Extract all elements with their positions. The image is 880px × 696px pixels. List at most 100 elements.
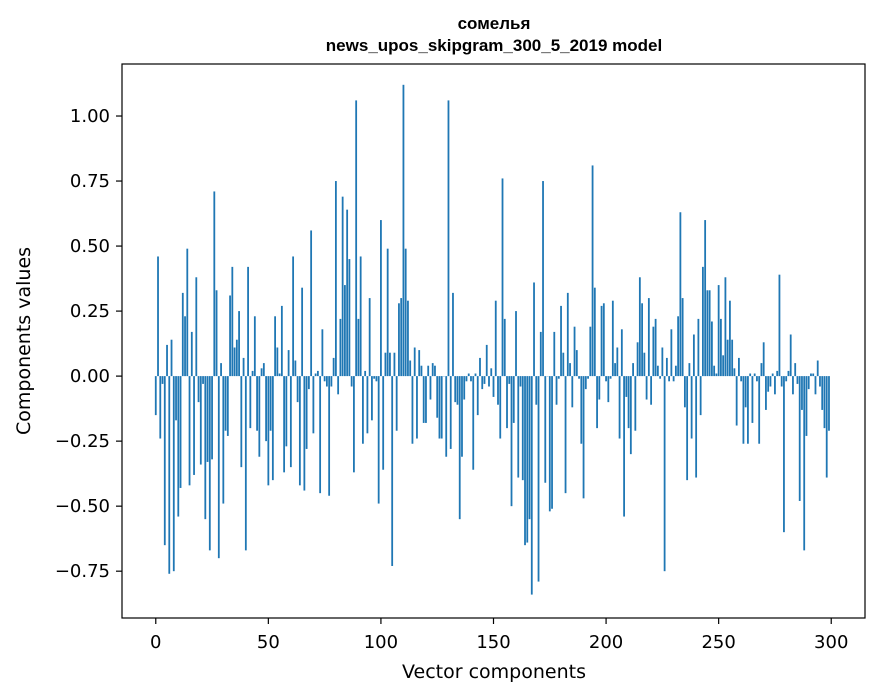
- bar-component-21: [202, 376, 204, 384]
- bar-component-235: [683, 376, 686, 408]
- bar-component-180: [560, 305, 562, 377]
- bar-component-249: [715, 373, 718, 377]
- y-tick-label: 0.50: [70, 236, 110, 257]
- bar-component-166: [528, 376, 531, 520]
- bar-component-18: [195, 277, 198, 377]
- x-tick-label: 300: [814, 632, 848, 653]
- bar-component-226: [663, 376, 666, 572]
- y-tick-label: 0.00: [70, 366, 110, 387]
- bar-component-163: [521, 376, 524, 481]
- bar-component-181: [562, 352, 565, 377]
- bar-component-91: [359, 256, 362, 377]
- bar-component-131: [449, 376, 452, 449]
- bar-component-208: [623, 376, 625, 517]
- bar-component-168: [533, 282, 535, 377]
- bar-component-218: [645, 376, 648, 400]
- bar-component-99: [377, 376, 380, 504]
- x-axis-ticks: 0 50 100 150 200 250 300: [150, 618, 848, 653]
- bar-component-266: [753, 373, 756, 377]
- bar-component-1: [157, 256, 159, 377]
- y-tick-label: −0.75: [55, 561, 110, 582]
- bar-component-238: [690, 376, 693, 439]
- bar-component-106: [393, 352, 396, 377]
- bar-component-116: [416, 376, 418, 439]
- bar-component-153: [499, 376, 502, 439]
- bar-component-240: [695, 376, 698, 478]
- bar-component-133: [454, 376, 457, 403]
- bar-component-276: [776, 370, 779, 377]
- bar-component-94: [366, 376, 369, 434]
- bar-component-53: [274, 316, 276, 377]
- bar-component-227: [665, 357, 668, 377]
- bar-component-42: [249, 376, 252, 429]
- bar-component-86: [348, 259, 351, 377]
- bar-component-12: [181, 292, 184, 377]
- bar-component-149: [490, 368, 493, 377]
- bar-component-6: [168, 376, 171, 574]
- bar-component-71: [314, 373, 317, 377]
- bar-component-55: [278, 373, 281, 377]
- bar-component-280: [785, 376, 788, 382]
- bar-component-179: [557, 376, 560, 379]
- bar-component-214: [636, 342, 639, 377]
- bar-component-228: [668, 376, 671, 382]
- bar-component-101: [382, 376, 385, 470]
- bar-component-169: [535, 376, 538, 405]
- bar-component-192: [587, 376, 589, 379]
- y-tick-label: −0.50: [55, 496, 110, 517]
- y-tick-label: 0.25: [70, 301, 110, 322]
- bar-component-139: [467, 373, 470, 377]
- bar-component-263: [747, 376, 749, 444]
- bar-component-111: [404, 248, 407, 377]
- bar-component-141: [472, 376, 475, 470]
- bar-component-151: [494, 300, 497, 377]
- bar-component-5: [166, 344, 168, 377]
- bar-component-115: [413, 347, 416, 377]
- bar-component-256: [731, 339, 734, 377]
- bar-component-236: [686, 376, 689, 481]
- bar-component-285: [796, 376, 799, 384]
- bar-component-293: [814, 376, 817, 395]
- bar-component-297: [823, 376, 826, 429]
- bar-component-8: [172, 376, 175, 572]
- bar-component-50: [267, 376, 270, 486]
- bar-component-247: [711, 321, 713, 377]
- bar-component-241: [697, 318, 700, 377]
- bar-component-103: [386, 248, 389, 377]
- bar-component-299: [828, 376, 830, 431]
- bar-component-63: [296, 376, 299, 403]
- bar-component-183: [566, 292, 569, 377]
- bar-component-175: [548, 376, 551, 512]
- bar-component-51: [269, 376, 272, 431]
- bar-component-246: [708, 290, 711, 377]
- x-tick-label: 200: [589, 632, 623, 653]
- bar-component-32: [226, 376, 229, 436]
- bar-component-172: [542, 181, 544, 377]
- bar-component-77: [328, 376, 331, 496]
- bar-component-80: [334, 181, 337, 377]
- bar-component-216: [641, 303, 643, 377]
- bar-component-72: [316, 370, 319, 377]
- bar-component-232: [677, 316, 680, 377]
- bar-component-261: [742, 376, 745, 444]
- bar-component-188: [578, 376, 580, 379]
- bar-component-113: [409, 360, 412, 377]
- bar-component-156: [506, 376, 508, 429]
- bar-component-229: [670, 329, 673, 377]
- bar-component-9: [175, 376, 177, 421]
- bar-component-243: [701, 266, 704, 377]
- bar-component-107: [395, 376, 398, 431]
- bar-component-145: [481, 376, 484, 390]
- bar-component-127: [440, 376, 443, 439]
- bar-component-76: [325, 376, 328, 387]
- bar-component-259: [738, 357, 740, 377]
- bar-component-289: [805, 376, 808, 436]
- bar-component-178: [555, 376, 558, 405]
- chart-title-line-2: news_upos_skipgram_300_5_2019 model: [326, 36, 662, 55]
- bar-component-283: [792, 376, 794, 395]
- bar-component-255: [729, 300, 731, 377]
- bar-component-36: [235, 339, 238, 377]
- bar-component-245: [706, 290, 709, 377]
- bar-component-288: [803, 376, 806, 551]
- bar-component-68: [307, 376, 310, 390]
